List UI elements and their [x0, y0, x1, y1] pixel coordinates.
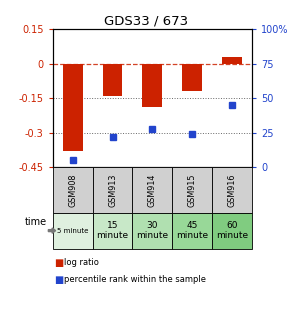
Bar [103, 64, 122, 96]
Text: log ratio: log ratio [64, 258, 99, 267]
Text: GSM915: GSM915 [188, 173, 197, 207]
Text: GSM914: GSM914 [148, 173, 157, 207]
Text: 15
minute: 15 minute [96, 221, 129, 240]
Text: GSM916: GSM916 [228, 173, 236, 207]
Text: GSM908: GSM908 [68, 173, 77, 207]
Bar [142, 64, 162, 108]
Text: 30
minute: 30 minute [136, 221, 168, 240]
Text: percentile rank within the sample: percentile rank within the sample [64, 275, 207, 284]
Text: 60
minute: 60 minute [216, 221, 248, 240]
Text: 5 minute: 5 minute [57, 228, 88, 233]
Text: GSM913: GSM913 [108, 173, 117, 207]
Bar [63, 64, 83, 151]
Bar [182, 64, 202, 92]
Text: ■: ■ [54, 258, 64, 268]
Text: ■: ■ [54, 275, 64, 285]
Text: GDS33 / 673: GDS33 / 673 [104, 15, 189, 28]
Text: 45
minute: 45 minute [176, 221, 208, 240]
Text: time: time [25, 217, 47, 228]
Bar [222, 57, 242, 64]
